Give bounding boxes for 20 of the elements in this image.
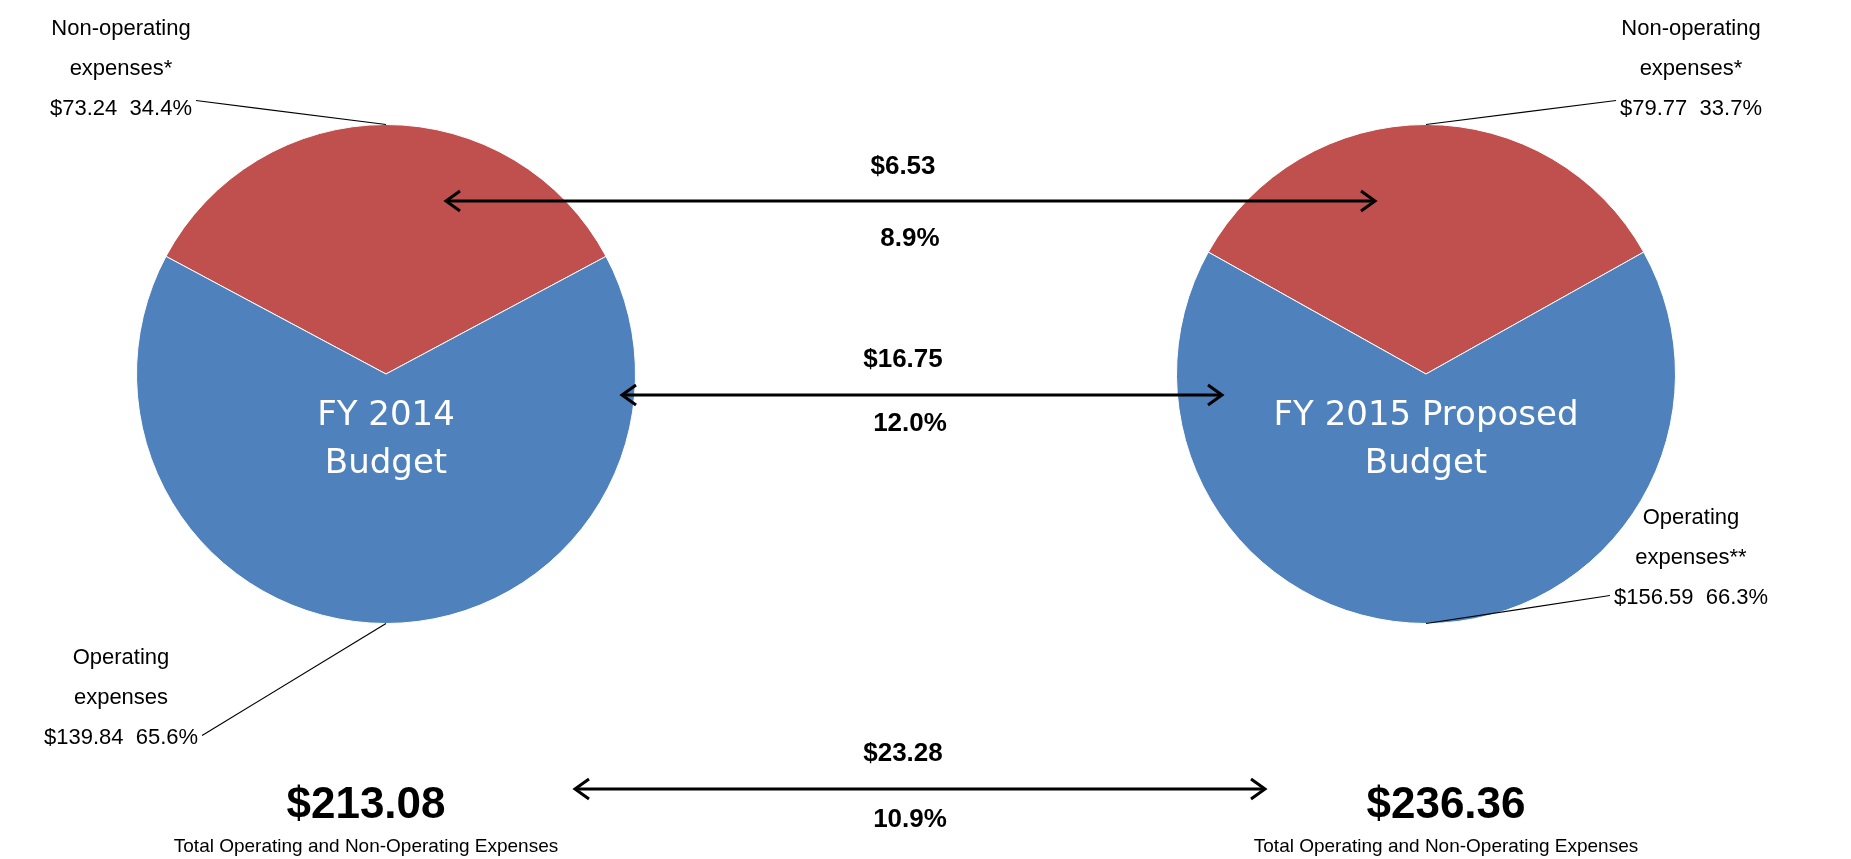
slice-label: Operating expenses bbox=[72, 643, 170, 709]
text: Total Operating and Non-Operating Expenses bbox=[1253, 835, 1639, 856]
text: FY 2015 Proposed Budget bbox=[1273, 392, 1579, 481]
text: 10.9% bbox=[873, 803, 947, 834]
text: Total Operating and Non-Operating Expenses bbox=[173, 835, 559, 856]
text: $6.53 bbox=[870, 150, 936, 181]
slice-label: Non-operating expenses* bbox=[51, 14, 191, 80]
text: $16.75 bbox=[863, 343, 943, 374]
data-label: $139.84 65.6% bbox=[43, 723, 199, 749]
slice-label: Non-operating expenses* bbox=[1621, 14, 1761, 80]
text: FY 2014 Budget bbox=[317, 392, 455, 481]
data-label: $79.77 33.7% bbox=[1620, 94, 1762, 120]
text: 12.0% bbox=[873, 407, 947, 438]
slice-label: Operating expenses** bbox=[1635, 503, 1748, 569]
data-label: $156.59 66.3% bbox=[1613, 583, 1769, 609]
text: 8.9% bbox=[880, 222, 940, 253]
data-label: $73.24 34.4% bbox=[50, 94, 192, 120]
text: $23.28 bbox=[863, 737, 943, 768]
text: $236.36 bbox=[1366, 778, 1526, 827]
text: $213.08 bbox=[286, 778, 446, 827]
